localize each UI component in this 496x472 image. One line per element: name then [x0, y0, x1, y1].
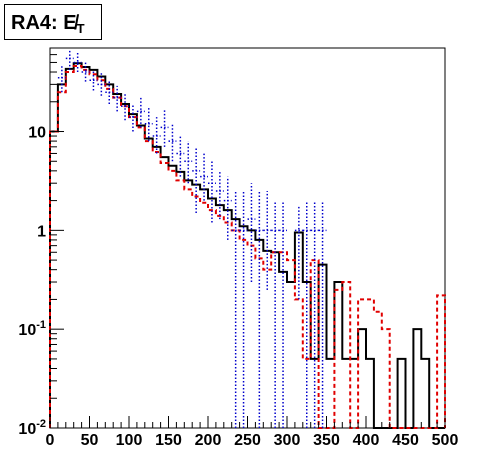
chart-title: RA4: E̸T	[11, 12, 85, 36]
series-2-point-20	[215, 170, 224, 220]
x-tick-label: 300	[274, 432, 301, 449]
series-0-histogram	[49, 62, 445, 429]
x-tick-label: 350	[313, 432, 340, 449]
series-2-point-11	[144, 106, 153, 142]
series-2-point-28	[279, 200, 287, 428]
series-2-point-2	[73, 52, 82, 73]
series-2-point-25	[255, 191, 264, 428]
series-2-point-18	[200, 153, 208, 201]
series-2-point-4	[89, 69, 98, 91]
x-tick-label: 450	[392, 432, 419, 449]
series-2-point-13	[160, 108, 169, 147]
series-2-point-29	[294, 205, 303, 300]
series-2-point-0	[57, 64, 66, 93]
chart-title-box: RA4: E̸T	[4, 4, 102, 40]
chart-title-main: RA4: E̸	[11, 12, 77, 34]
series-2-point-21	[223, 176, 232, 240]
series-2-point-1	[65, 49, 74, 70]
x-tick-label: 500	[432, 432, 459, 449]
y-tick-label: 10-1	[18, 319, 46, 339]
series-2-point-6	[105, 80, 114, 104]
series-2-point-3	[81, 60, 90, 82]
x-tick-label: 0	[46, 432, 55, 449]
x-tick-label: 200	[195, 432, 222, 449]
plot-frame	[49, 47, 446, 429]
series-2-point-24	[247, 183, 256, 283]
series-2-point-32	[318, 200, 327, 428]
x-tick-label: 50	[81, 432, 99, 449]
series-2-point-10	[136, 97, 145, 128]
chart-title-subscript: T	[76, 21, 85, 36]
series-2-point-19	[208, 161, 216, 223]
series-2-point-5	[97, 73, 106, 96]
series-2-point-16	[184, 141, 193, 184]
axis-layer: 0 50 100 150 200 250 300 350 400 450 500 10-2 10-1 1 1…	[18, 54, 459, 449]
series-2-point-17	[192, 146, 201, 213]
series-2-point-8	[121, 93, 129, 121]
series-2-point-7	[113, 85, 122, 112]
y-tick-label: 10	[28, 125, 46, 142]
series-2-point-23	[239, 191, 248, 428]
series-2-point-12	[152, 117, 161, 154]
series-2-point-22	[231, 191, 240, 428]
x-tick-label: 150	[155, 432, 182, 449]
x-tick-label: 100	[116, 432, 143, 449]
series-2-point-27	[271, 200, 280, 428]
x-tick-label: 400	[353, 432, 380, 449]
y-tick-label: 1	[37, 223, 46, 240]
series-2-point-26	[263, 191, 272, 290]
y-tick-label: 10-2	[18, 418, 46, 438]
plot-border	[49, 47, 446, 429]
series-2-point-14	[168, 123, 177, 162]
series-1-histogram	[49, 65, 446, 429]
x-tick-label: 250	[234, 432, 261, 449]
series-2-point-15	[176, 136, 185, 177]
series-2-point-9	[129, 103, 137, 132]
series-2-point-31	[310, 200, 319, 428]
series-2-point-30	[302, 200, 311, 428]
series-layer	[49, 49, 446, 429]
